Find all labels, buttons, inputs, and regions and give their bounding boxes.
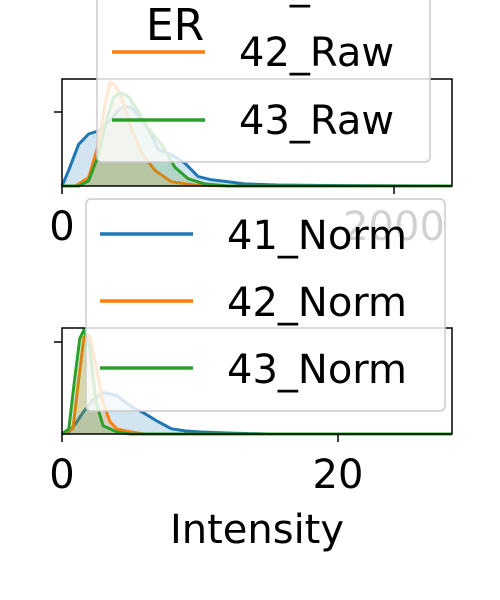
legend-label-42-norm: 42_Norm [227, 280, 407, 326]
legend-label-42-raw: 42_Raw [239, 30, 394, 76]
density-fill-raw-0 [62, 105, 452, 186]
panel-norm: 0 20 Intensity 41_Norm 42_Norm 43_Norm [49, 198, 453, 553]
legend-box-norm [85, 198, 446, 412]
legend-label-43-raw: 43_Raw [239, 98, 394, 144]
legend-label-41-norm: 41_Norm [227, 213, 407, 259]
x-tick-label-20-norm: 20 [313, 452, 364, 498]
legend-label-41-raw: 41_Raw [239, 0, 394, 8]
density-fill-raw-1 [62, 82, 452, 186]
density-fill-norm-1 [62, 335, 452, 434]
x-tick-label-0-raw: 0 [49, 204, 74, 250]
legend-norm: 41_Norm 42_Norm 43_Norm [85, 198, 446, 412]
x-tick-label-0-norm: 0 [49, 452, 74, 498]
x-axis-label: Intensity [170, 507, 344, 553]
legend-title-raw: ER [146, 0, 204, 51]
legend-label-43-norm: 43_Norm [227, 347, 407, 393]
legend-raw: ER 41_Raw 42_Raw 43_Raw [96, 0, 431, 163]
